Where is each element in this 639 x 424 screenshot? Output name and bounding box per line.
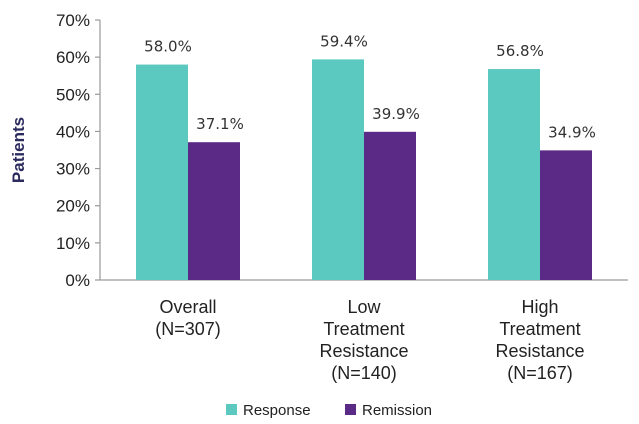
y-tick-label: 40%	[56, 122, 90, 141]
legend: Response Remission	[226, 402, 432, 419]
bar-response	[488, 69, 540, 281]
bar-response	[136, 64, 188, 280]
category-label: Overall	[159, 297, 216, 317]
category-label: (N=167)	[507, 363, 573, 383]
category-label: Treatment	[499, 319, 580, 339]
bar-response	[312, 59, 364, 280]
data-label: 56.8%	[496, 42, 544, 60]
legend-label: Remission	[362, 402, 432, 419]
category-label: (N=140)	[331, 363, 397, 383]
data-label: 34.9%	[548, 123, 596, 141]
bar-remission	[188, 142, 240, 280]
data-label: 37.1%	[196, 115, 244, 133]
legend-swatch-response	[226, 404, 237, 415]
data-label: 59.4%	[320, 32, 368, 50]
category-label: Resistance	[495, 341, 584, 361]
bars	[136, 59, 592, 281]
legend-label: Response	[243, 402, 311, 419]
y-tick-label: 60%	[56, 48, 90, 67]
y-axis-label: Patients	[9, 117, 28, 183]
category-label: Resistance	[319, 341, 408, 361]
data-labels: 58.0% 59.4% 56.8% 37.1% 39.9% 34.9%	[144, 32, 596, 141]
y-tick-label: 20%	[56, 197, 90, 216]
y-tick-label: 70%	[56, 11, 90, 30]
y-axis-label-group: Patients	[9, 117, 28, 183]
bar-remission	[540, 150, 592, 280]
bar-remission	[364, 131, 416, 280]
data-label: 58.0%	[144, 38, 192, 56]
data-label: 39.9%	[372, 105, 420, 123]
category-labels: Overall(N=307)LowTreatmentResistance(N=1…	[155, 297, 584, 383]
y-tick-label: 50%	[56, 85, 90, 104]
y-tick-label: 30%	[56, 160, 90, 179]
y-tick-label: 10%	[56, 234, 90, 253]
legend-swatch-remission	[345, 404, 356, 415]
category-label: Low	[347, 297, 381, 317]
category-label: High	[521, 297, 558, 317]
category-label: (N=307)	[155, 319, 221, 339]
category-label: Treatment	[323, 319, 404, 339]
y-tick-label: 0%	[65, 271, 90, 290]
